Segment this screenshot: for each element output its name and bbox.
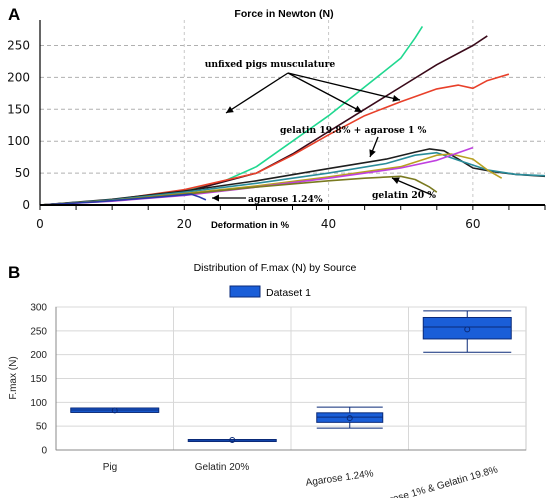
box-3 <box>422 310 512 353</box>
annotation-label-2: gelatin 20 % <box>372 190 436 201</box>
annotation-label-1: gelatin 19.8% + agarose 1 % <box>280 125 427 136</box>
x-category-label: Agarose 1.24% <box>305 468 374 488</box>
mean-marker <box>464 326 471 333</box>
box-body <box>422 316 512 340</box>
x-tick-label: 20 <box>177 217 192 231</box>
annotation-arrowhead <box>392 177 400 184</box>
series-line-2 <box>39 73 510 206</box>
annotation-arrow <box>287 72 401 101</box>
y-tick-label: 250 <box>30 326 47 337</box>
x-tick-label: 0 <box>36 217 44 231</box>
annotation-arrow <box>225 72 289 114</box>
panel-b: B Distribution of F.max (N) by Source Da… <box>8 262 527 498</box>
y-tick-label: 50 <box>36 422 48 433</box>
y-tick-label: 50 <box>15 166 30 180</box>
legend: Dataset 1 <box>229 285 311 299</box>
annotation-arrowhead <box>226 106 234 113</box>
y-tick-label: 150 <box>30 374 47 385</box>
annotation-label-3: agarose 1.24% <box>248 194 323 205</box>
y-tick-label: 100 <box>7 134 30 148</box>
annotation-label-0: unfixed pigs musculature <box>205 59 336 70</box>
panel-b-y-axis-label: F.max (N) <box>8 356 19 399</box>
panel-b-boxes <box>70 310 512 443</box>
annotation-arrowhead <box>369 149 376 157</box>
series-line-4 <box>39 151 546 206</box>
mean-marker <box>111 407 118 414</box>
panel-a-x-axis-label: Deformation in % <box>211 220 290 231</box>
x-tick-label: 40 <box>321 217 336 231</box>
box-1 <box>187 436 277 443</box>
y-tick-label: 200 <box>30 350 47 361</box>
panel-a-title: Force in Newton (N) <box>234 8 333 20</box>
legend-swatch <box>229 285 261 298</box>
panel-a-letter: A <box>8 5 20 24</box>
x-category-label: Agarose 1% & Gelatin 19.8% <box>372 464 500 498</box>
annotation-arrowhead <box>212 194 219 202</box>
annotation-arrowhead <box>392 95 400 102</box>
x-tick-label: 60 <box>465 217 480 231</box>
y-tick-label: 250 <box>7 39 30 53</box>
y-tick-label: 0 <box>41 446 47 457</box>
x-category-label: Pig <box>103 462 117 473</box>
panel-a-series <box>39 25 546 206</box>
panel-b-title: Distribution of F.max (N) by Source <box>194 262 357 274</box>
annotation-arrow <box>287 72 363 113</box>
y-tick-label: 200 <box>7 70 30 84</box>
series-line-8 <box>39 193 207 206</box>
box-2 <box>316 406 384 429</box>
y-tick-label: 150 <box>7 102 30 116</box>
y-tick-label: 300 <box>30 303 47 314</box>
panel-a-annotations: unfixed pigs musculature gelatin 19.8% + … <box>205 59 437 205</box>
box-0 <box>70 407 160 414</box>
annotation-arrowhead <box>354 105 362 112</box>
y-tick-label: 0 <box>22 198 30 212</box>
panel-a-axes: 0 50 100 150 200 250 0 20 40 60 <box>7 20 546 231</box>
legend-label: Dataset 1 <box>266 287 311 299</box>
mean-marker <box>346 415 353 422</box>
y-tick-label: 100 <box>30 398 47 409</box>
panel-a-grid <box>40 20 545 205</box>
panel-b-letter: B <box>8 263 20 282</box>
panel-a: A Force in Newton (N) 0 50 100 150 200 250 0 20… <box>7 5 546 231</box>
mean-marker <box>229 436 236 443</box>
annotation-arrow <box>391 177 433 196</box>
x-category-label: Gelatin 20% <box>195 462 250 473</box>
